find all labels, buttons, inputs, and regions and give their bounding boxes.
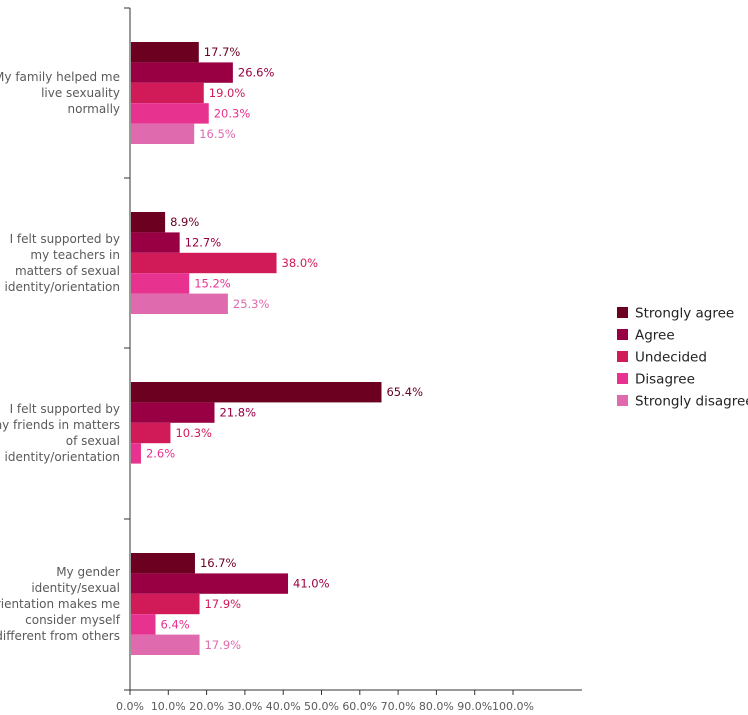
data-label: 15.2%: [194, 276, 231, 290]
category-label-line: identity/sexual: [31, 581, 120, 595]
bar: [131, 123, 195, 144]
legend-label: Strongly agree: [635, 306, 734, 322]
legend-swatch: [617, 351, 628, 362]
bar: [131, 614, 156, 635]
data-label: 2.6%: [146, 446, 175, 460]
data-label: 21.8%: [219, 406, 256, 420]
data-label: 10.3%: [175, 426, 212, 440]
category-label-line: My gender: [56, 565, 120, 579]
bar: [131, 553, 195, 574]
category-label: I felt supported by my teachers in matters…: [5, 232, 120, 294]
bar: [131, 232, 180, 253]
legend-swatch: [617, 307, 628, 318]
category-label: I felt supported by my friends in matters…: [0, 402, 120, 464]
x-tick-label: 90.0%: [457, 700, 492, 713]
category-label-line: orientation makes me: [0, 597, 120, 611]
legend-label: Strongly disagree: [635, 394, 748, 410]
legend-label: Agree: [635, 328, 675, 344]
x-tick-label: 100.0%: [492, 700, 534, 713]
x-tick-label: 40.0%: [266, 700, 301, 713]
category-label-line: I felt supported by: [10, 402, 120, 416]
bar: [131, 252, 277, 274]
legend-swatch: [617, 395, 628, 406]
x-tick-label: 70.0%: [381, 700, 416, 713]
category-label-line: of sexual: [66, 434, 120, 448]
bar: [131, 42, 199, 63]
data-label: 38.0%: [282, 256, 319, 270]
data-label: 19.0%: [209, 86, 246, 100]
data-label: 41.0%: [293, 577, 330, 591]
x-tick-label: 10.0%: [151, 700, 186, 713]
bar: [131, 422, 171, 444]
data-label: 17.9%: [205, 638, 242, 652]
data-label: 12.7%: [185, 236, 222, 250]
x-tick-label: 30.0%: [227, 700, 262, 713]
x-tick-label: 0.0%: [116, 700, 144, 713]
category-label-line: normally: [68, 102, 120, 116]
x-tick-label: 20.0%: [189, 700, 224, 713]
x-tick-label: 50.0%: [304, 700, 339, 713]
category-label-line: my teachers in: [30, 248, 120, 262]
data-label: 17.9%: [205, 597, 242, 611]
category-label-line: matters of sexual: [15, 264, 120, 278]
category-label: My family helped me live sexuality normall…: [0, 70, 120, 116]
bar: [131, 293, 228, 314]
x-tick-label: 80.0%: [419, 700, 454, 713]
bar: [131, 82, 204, 104]
legend-label: Undecided: [635, 350, 707, 366]
data-label: 17.7%: [204, 45, 241, 59]
category-label-line: different from others: [0, 629, 120, 643]
bar: [131, 103, 209, 124]
category-label-line: identity/orientation: [5, 450, 120, 464]
data-label: 6.4%: [161, 617, 190, 631]
category-label-line: my friends in matters: [0, 418, 120, 432]
legend-swatch: [617, 329, 628, 340]
bar: [131, 402, 215, 423]
data-label: 25.3%: [233, 297, 270, 311]
bar: [131, 62, 233, 83]
bar: [131, 593, 200, 615]
category-label-line: I felt supported by: [10, 232, 120, 246]
category-label-line: identity/orientation: [5, 280, 120, 294]
category-label-line: My family helped me: [0, 70, 120, 84]
legend-swatch: [617, 373, 628, 384]
bar: [131, 573, 289, 594]
x-tick-label: 60.0%: [342, 700, 377, 713]
legend-label: Disagree: [635, 372, 695, 388]
category-label-line: live sexuality: [41, 86, 120, 100]
bar: [131, 634, 200, 655]
bar: [131, 212, 166, 233]
bar: [131, 273, 190, 294]
bar: [131, 382, 382, 403]
category-label-line: consider myself: [25, 613, 121, 627]
data-label: 8.9%: [170, 215, 199, 229]
data-label: 16.5%: [199, 127, 236, 141]
bar: [131, 443, 141, 464]
data-label: 65.4%: [386, 385, 423, 399]
data-label: 26.6%: [238, 66, 275, 80]
data-label: 20.3%: [214, 106, 251, 120]
category-label: My gender identity/sexual orientation make…: [0, 565, 121, 643]
data-label: 16.7%: [200, 556, 237, 570]
